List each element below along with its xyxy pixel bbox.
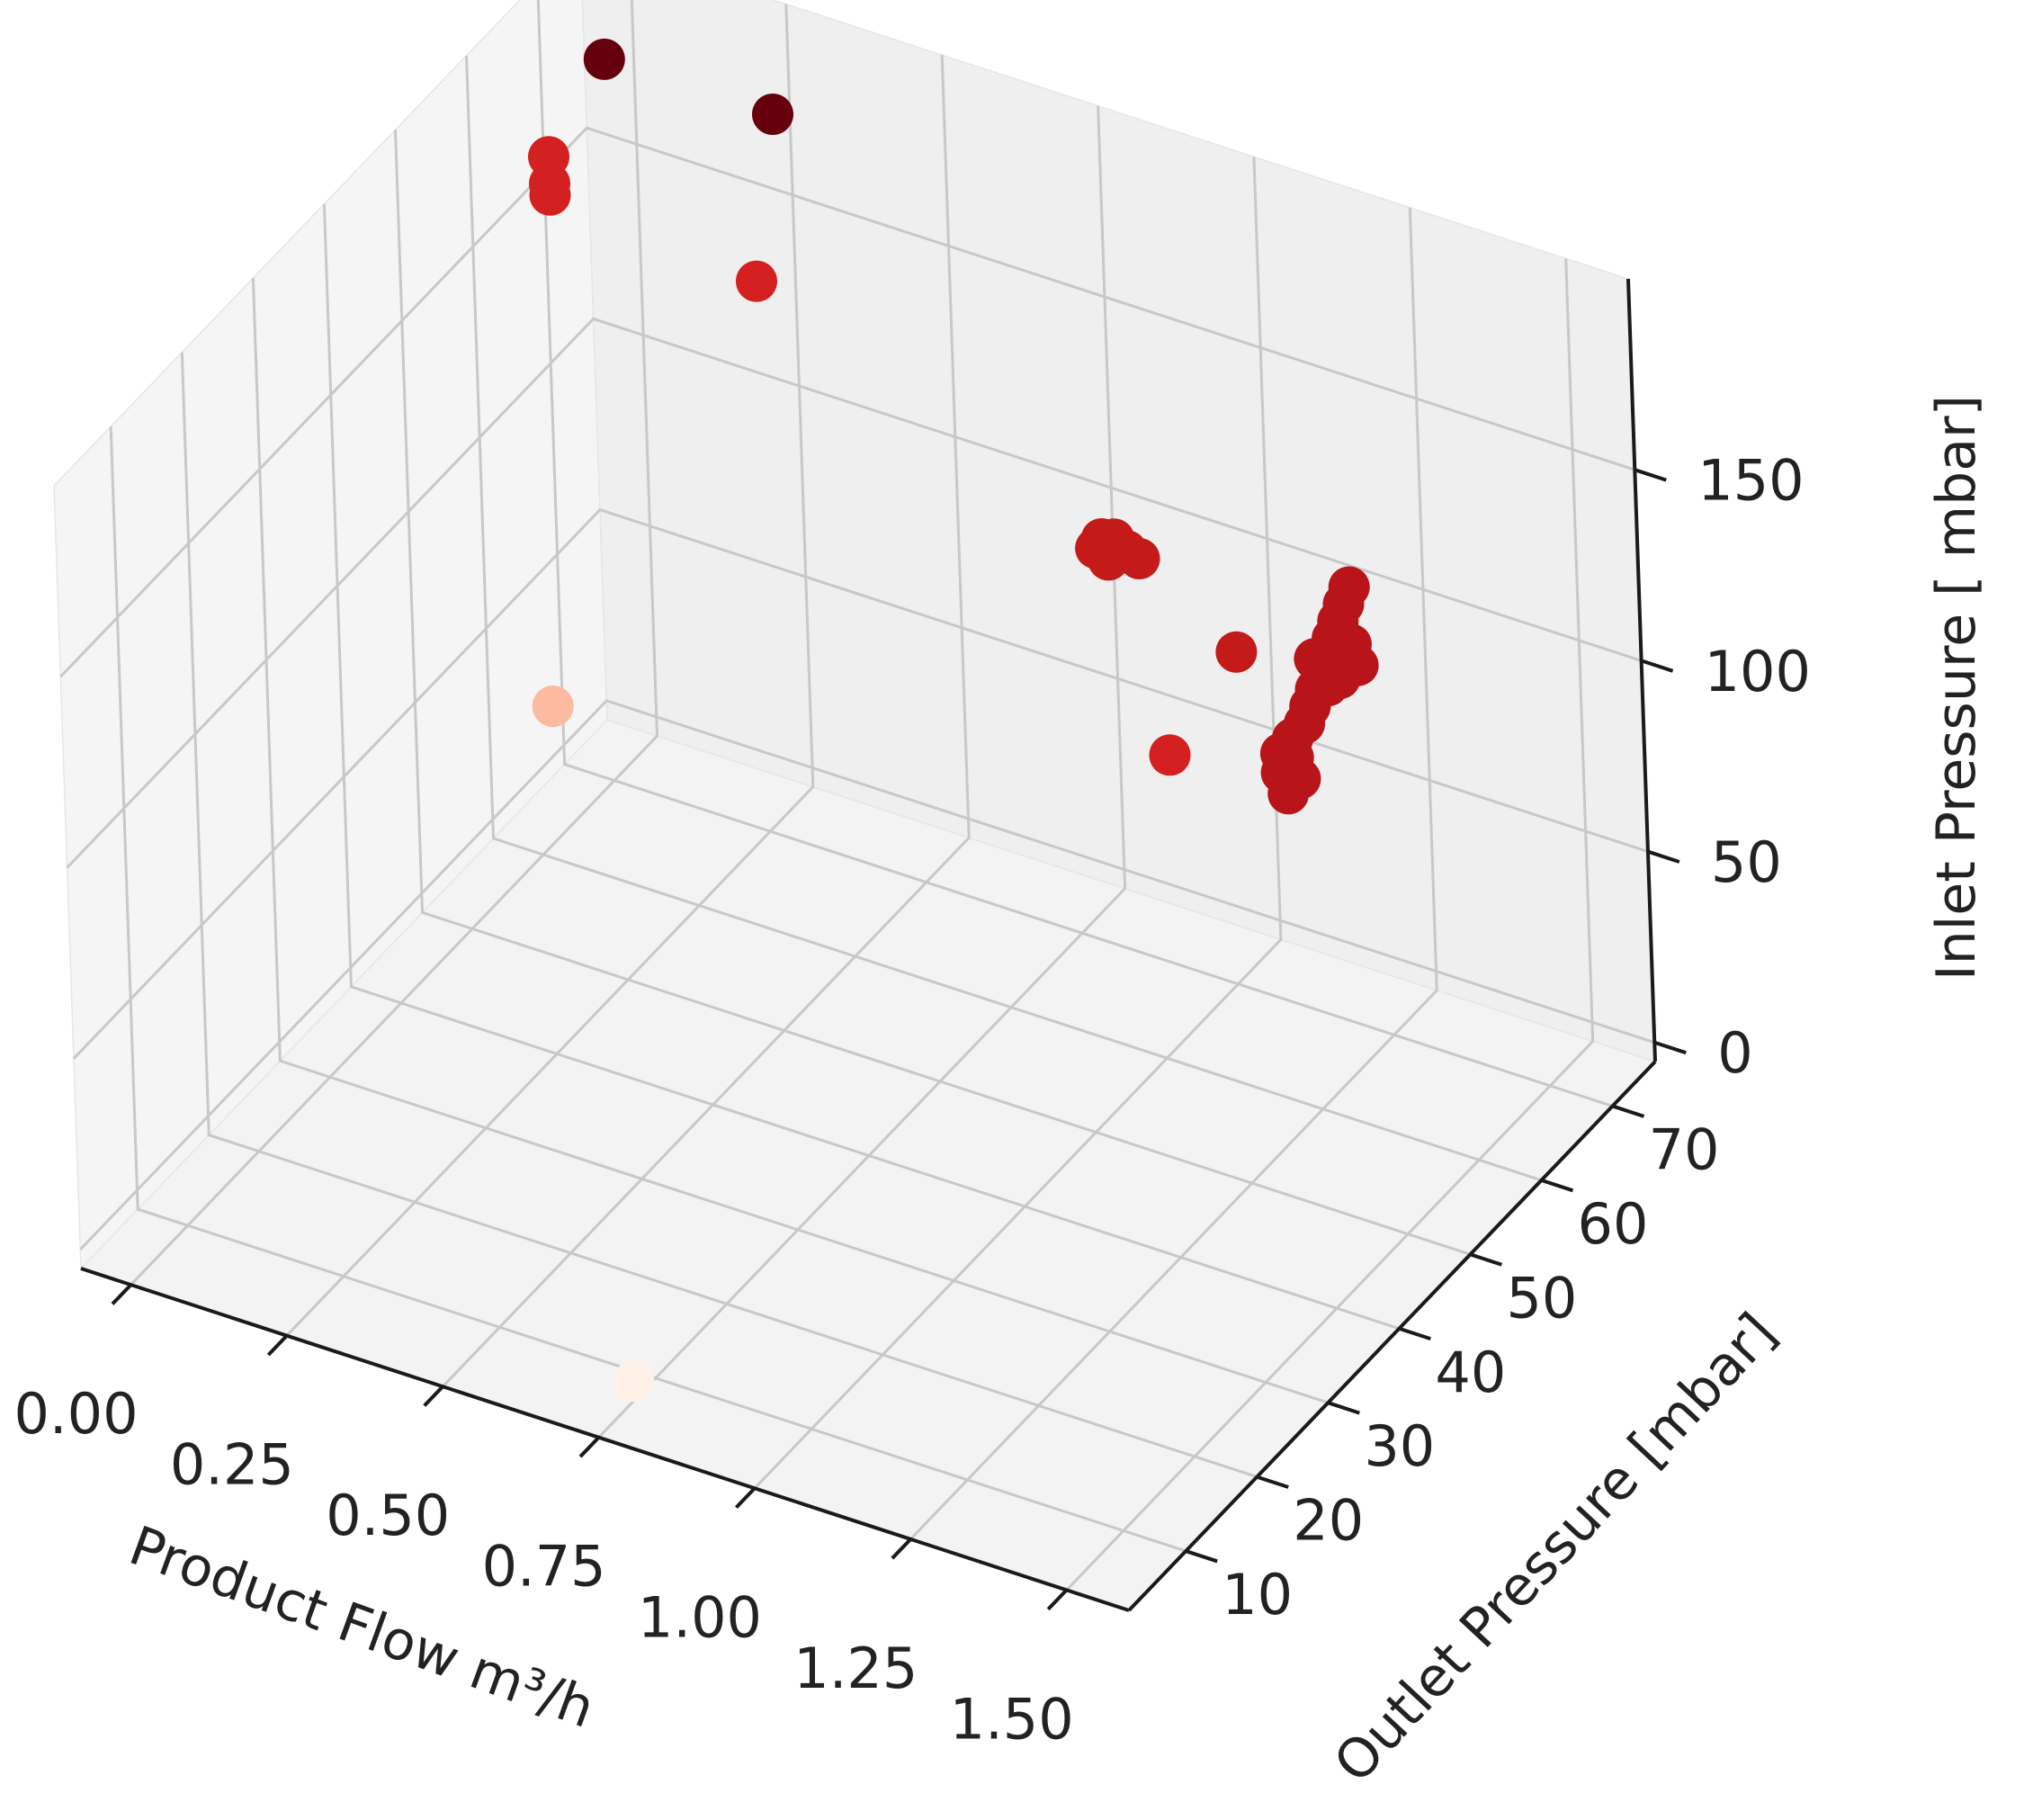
data-point [613,1360,655,1403]
x-axis-line [80,1267,1130,1612]
data-point [1149,734,1191,776]
x-tick-label: 0.75 [482,1534,606,1600]
data-point [1337,644,1379,686]
x-gridline [909,207,1438,1540]
x-tick [1046,1588,1069,1611]
x-tick [735,1486,757,1510]
tick-marks [111,468,1687,1611]
z-tick [1653,1040,1687,1055]
x-tick [578,1436,601,1458]
x-tick-label: 1.25 [793,1636,918,1701]
z-gridline [59,126,1635,678]
x-gridline [442,55,971,1388]
x-tick [111,1283,132,1305]
data-point [752,94,793,135]
z-tick-label: 100 [1705,639,1811,704]
y-tick-label: 40 [1435,1340,1506,1405]
x-gridline [1065,258,1595,1591]
data-point [736,260,777,302]
x-tick-label: 0.25 [170,1432,294,1498]
y-tick-label: 60 [1578,1191,1649,1257]
y-gridline [322,203,1400,1331]
z-tick [1647,849,1680,864]
x-tick [423,1385,444,1407]
z-tick-label: 150 [1697,448,1804,514]
left-pane [53,0,608,1270]
x-tick-label: 0.00 [13,1381,138,1447]
y-tick [1256,1475,1289,1489]
y-gridline [180,352,1258,1479]
y-tick-label: 30 [1364,1413,1435,1479]
y-tick [1611,1104,1645,1118]
x-tick [266,1334,289,1357]
z-gridline [66,317,1643,869]
x-gridline [130,0,659,1287]
z-tick [1634,468,1667,482]
x-tick [891,1538,912,1560]
y-tick-label: 10 [1222,1562,1293,1627]
data-points [528,38,1379,1403]
z-tick-label: 0 [1717,1020,1752,1086]
x-tick-label: 1.50 [950,1686,1074,1752]
x-tick-label: 0.50 [326,1483,450,1548]
tick-labels: 0.000.250.500.751.001.251.50102030405060… [13,448,1810,1753]
y-axis-line [1127,1060,1657,1612]
data-point [583,38,625,80]
y-tick [1185,1549,1218,1564]
z-tick [1641,659,1674,673]
z-axis-line [1626,278,1657,1062]
y-tick-label: 50 [1506,1265,1577,1331]
data-point [1118,538,1160,579]
y-tick [1327,1401,1360,1415]
data-point [1279,758,1321,800]
y-tick-label: 20 [1293,1488,1364,1554]
data-point [529,174,571,216]
z-tick-label: 50 [1711,829,1782,895]
y-tick [1469,1252,1503,1267]
data-point [1215,631,1258,673]
y-tick-label: 70 [1649,1116,1720,1182]
y-gridline [536,0,1614,1107]
data-point [1328,566,1370,608]
z-axis-label: Inlet Pressure [ mbar] [1925,395,1988,981]
axes-panes [53,0,1657,1611]
z-gridline [79,699,1655,1251]
y-gridline [251,278,1329,1404]
axis-lines [80,278,1657,1612]
y-axis-label: Outlet Pressure [mbar] [1322,1301,1788,1795]
y-gridline [394,130,1471,1256]
x-gridline [753,157,1283,1490]
x-gridline [597,105,1127,1439]
y-tick [1540,1178,1574,1193]
y-tick [1398,1326,1431,1341]
y-gridline [465,55,1542,1182]
x-tick-label: 1.00 [638,1584,762,1650]
data-point [532,686,574,727]
y-gridline [109,426,1187,1553]
x-gridline [285,4,815,1337]
